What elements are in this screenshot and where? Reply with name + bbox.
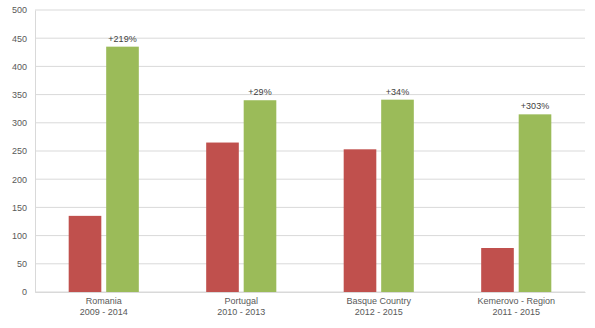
y-tick: 500	[12, 5, 35, 15]
y-axis: 0 50 100 150 200 250 300 350 400 450 500	[12, 5, 36, 297]
x-tick-label-line: 2009 - 2014	[80, 307, 128, 317]
y-tick: 0	[22, 287, 35, 297]
y-tick-label: 200	[12, 175, 27, 185]
x-tick-label: Kemerovo - Region2011 - 2015	[477, 296, 555, 317]
y-tick-label: 100	[12, 231, 27, 241]
bar	[481, 248, 514, 292]
bar	[381, 100, 414, 292]
bar	[519, 114, 552, 292]
y-tick-label: 150	[12, 203, 27, 213]
grid-line	[35, 10, 585, 11]
plot: 0 50 100 150 200 250 300 350 400 450 500 Romania200…	[12, 5, 586, 317]
x-axis-line	[36, 292, 586, 293]
y-tick: 250	[12, 146, 35, 156]
x-tick-label: Portugal2010 - 2013	[217, 296, 265, 317]
x-tick: Kemerovo - Region2011 - 2015	[477, 292, 555, 317]
y-tick-label: 50	[17, 259, 27, 269]
y-tick: 100	[12, 231, 35, 241]
x-tick: Basque Country2012 - 2015	[346, 292, 411, 317]
y-tick-label: 300	[12, 118, 27, 128]
annotation: +303%	[521, 101, 549, 111]
x-tick-label-line: 2010 - 2013	[217, 307, 265, 317]
y-axis-line	[35, 11, 36, 293]
annotations: +219% +29% +34% +303%	[108, 34, 549, 112]
x-tick-label-line: 2011 - 2015	[493, 307, 540, 317]
series	[106, 47, 551, 292]
y-tick-label: 450	[12, 34, 27, 44]
y-tick-label: 500	[12, 5, 27, 15]
grid	[35, 10, 585, 292]
x-tick-label-line: 2012 - 2015	[355, 307, 403, 317]
y-tick-label: 250	[12, 146, 27, 156]
bar	[344, 149, 377, 292]
bar	[244, 100, 277, 292]
y-tick: 200	[12, 175, 35, 185]
x-tick-label: Basque Country2012 - 2015	[346, 296, 411, 317]
x-tick: Romania2009 - 2014	[80, 292, 128, 317]
y-tick-label: 0	[22, 287, 27, 297]
y-tick: 50	[17, 259, 35, 269]
y-tick-label: 350	[12, 90, 27, 100]
y-tick: 300	[12, 118, 35, 128]
bars	[69, 47, 552, 292]
chart: 0 50 100 150 200 250 300 350 400 450 500 Romania200…	[0, 0, 595, 328]
x-tick-label-line: Portugal	[224, 296, 258, 306]
annotation: +34%	[386, 87, 409, 97]
x-axis: Romania2009 - 2014 Portugal2010 - 2013 Bas…	[36, 292, 586, 317]
y-tick: 150	[12, 203, 35, 213]
x-tick-label-line: Romania	[86, 296, 122, 306]
y-tick: 400	[12, 62, 35, 72]
bar	[69, 216, 102, 292]
x-tick-label: Romania2009 - 2014	[80, 296, 128, 317]
y-tick: 350	[12, 90, 35, 100]
y-tick: 450	[12, 34, 35, 44]
x-tick-label-line: Basque Country	[346, 296, 411, 306]
annotation: +219%	[108, 34, 136, 44]
y-tick-label: 400	[12, 62, 27, 72]
bar	[106, 47, 139, 292]
annotation: +29%	[248, 87, 271, 97]
x-tick: Portugal2010 - 2013	[217, 292, 265, 317]
bar	[206, 143, 239, 292]
x-tick-label-line: Kemerovo - Region	[477, 296, 555, 306]
